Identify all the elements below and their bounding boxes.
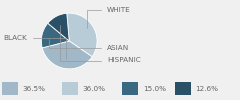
Wedge shape [42,41,92,69]
Text: WHITE: WHITE [87,7,131,28]
Bar [175,82,191,94]
Bar [122,82,138,94]
Bar [2,82,18,94]
Text: ASIAN: ASIAN [49,39,129,51]
Wedge shape [67,13,97,57]
Wedge shape [41,23,69,48]
Text: 15.0%: 15.0% [143,86,166,92]
Text: 12.6%: 12.6% [196,86,219,92]
Text: HISPANIC: HISPANIC [60,25,141,64]
Text: 36.0%: 36.0% [83,86,106,92]
Text: BLACK: BLACK [4,35,66,59]
Wedge shape [48,13,69,41]
Text: 36.5%: 36.5% [23,86,46,92]
Bar [62,82,78,94]
